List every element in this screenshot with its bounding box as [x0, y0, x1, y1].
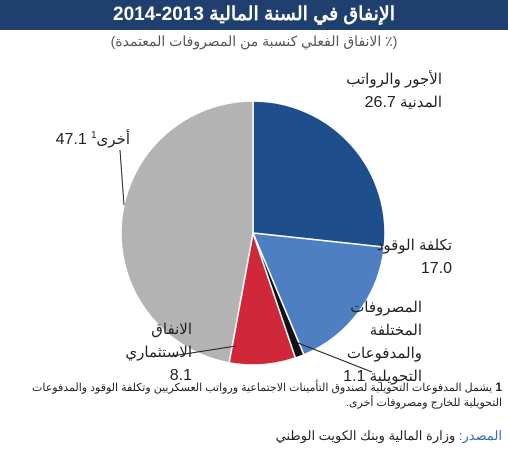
- category-label: المصروفات المختلفة والمدفوعات التحويلية: [346, 299, 422, 385]
- footnote-marker: 1: [495, 380, 502, 394]
- footnote-text: يشمل المدفوعات التحويلية لصندوق التأمينا…: [32, 382, 502, 409]
- leader-line: [171, 345, 237, 357]
- source: المصدر: وزارة المالية وبنك الكويت الوطني: [276, 428, 502, 444]
- value-label: 26.7: [364, 94, 396, 111]
- pie-slice: [251, 232, 386, 356]
- slice-label: أخرى1 47.1: [20, 124, 130, 151]
- slice-label: تكلفة الوقود 17.0: [370, 234, 452, 280]
- value-label: 8.1: [169, 367, 192, 384]
- slice-label: الأجور والرواتب المدنية 26.7: [340, 68, 442, 114]
- pie-slice: [120, 100, 254, 364]
- leader-line: [297, 342, 373, 373]
- slice-label: المصروفات المختلفة والمدفوعات التحويلية …: [330, 296, 422, 388]
- chart-title: الإنفاق في السنة المالية 2013-2014: [0, 0, 508, 30]
- value-label: 1.1: [343, 368, 366, 385]
- pie: [120, 100, 386, 366]
- category-label: تكلفة الوقود: [376, 237, 452, 254]
- category-label: الانفاق الاستثماري: [125, 321, 192, 361]
- footnote-marker: 1: [90, 130, 97, 141]
- source-label: المصدر:: [458, 428, 502, 443]
- chart-subtitle: (٪ الانفاق الفعلي كنسبة من المصروفات الم…: [110, 33, 398, 49]
- value-label: 47.1: [55, 131, 87, 148]
- footnote: 1 يشمل المدفوعات التحويلية لصندوق التأمي…: [6, 380, 502, 411]
- category-label: أخرى: [96, 131, 130, 148]
- slice-label: الانفاق الاستثماري 8.1: [100, 318, 192, 387]
- pie-slice: [252, 100, 386, 248]
- category-label: الأجور والرواتب المدنية: [346, 71, 442, 111]
- source-text: وزارة المالية وبنك الكويت الوطني: [275, 428, 456, 443]
- value-label: 17.0: [420, 260, 452, 277]
- leader-line: [119, 149, 125, 206]
